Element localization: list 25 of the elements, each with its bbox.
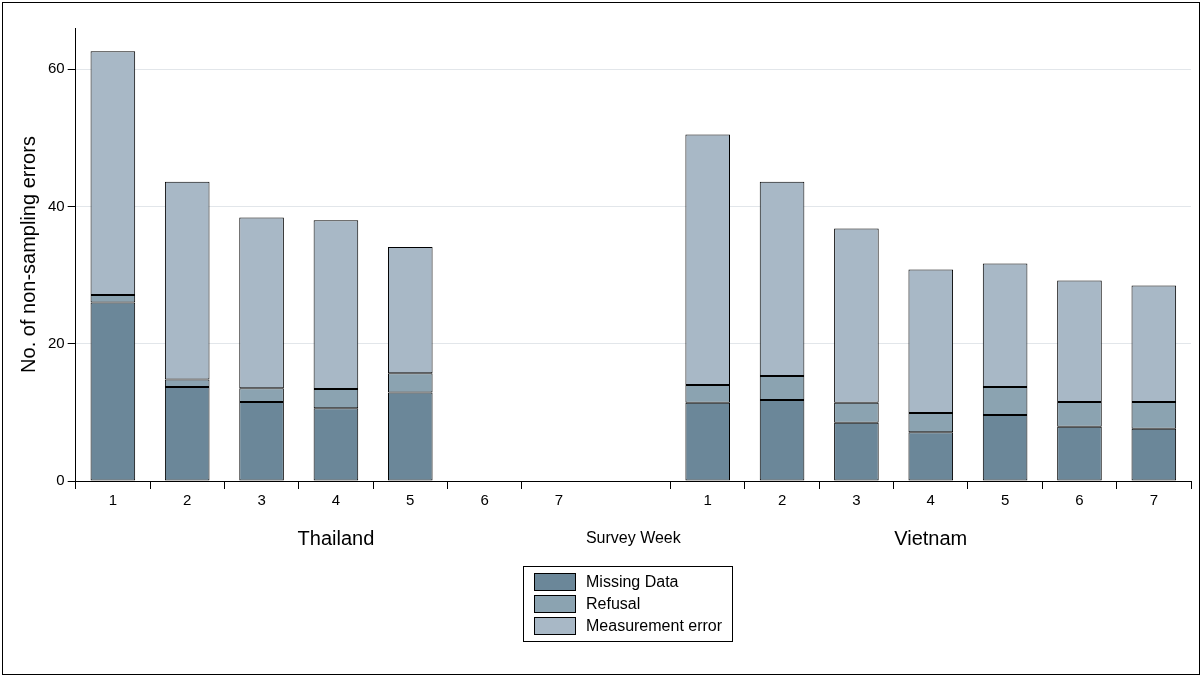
y-axis-title: No. of non-sampling errors [16,136,39,373]
x-tick-label: 4 [331,491,341,509]
x-tick-label: 7 [1149,491,1158,509]
legend-label: Measurement error [586,617,723,635]
text: Thailand [297,526,375,549]
x-tick-label: 3 [257,491,266,509]
y-tick-label: 40 [48,196,65,214]
y-tick-label: 60 [48,59,65,77]
x-tick-label: 5 [1000,491,1010,509]
y-tick-label: 0 [56,471,65,489]
legend-label: Refusal [586,595,641,613]
x-tick-label: 1 [108,491,118,509]
x-tick-label: 3 [852,491,861,509]
x-tick-label: 5 [406,491,415,509]
x-tick-label: 7 [554,491,564,509]
x-axis-title: Survey Week [585,529,682,547]
legend-label: Missing Data [586,573,679,591]
x-tick-label: 4 [926,491,935,509]
text: Vietnam [894,526,968,549]
x-tick-label: 1 [703,491,712,509]
x-tick-label: 2 [183,491,192,509]
x-tick-label: 6 [1075,491,1084,509]
x-tick-label: 2 [777,491,787,509]
x-tick-label: 6 [480,491,489,509]
y-tick-label: 20 [48,333,65,351]
